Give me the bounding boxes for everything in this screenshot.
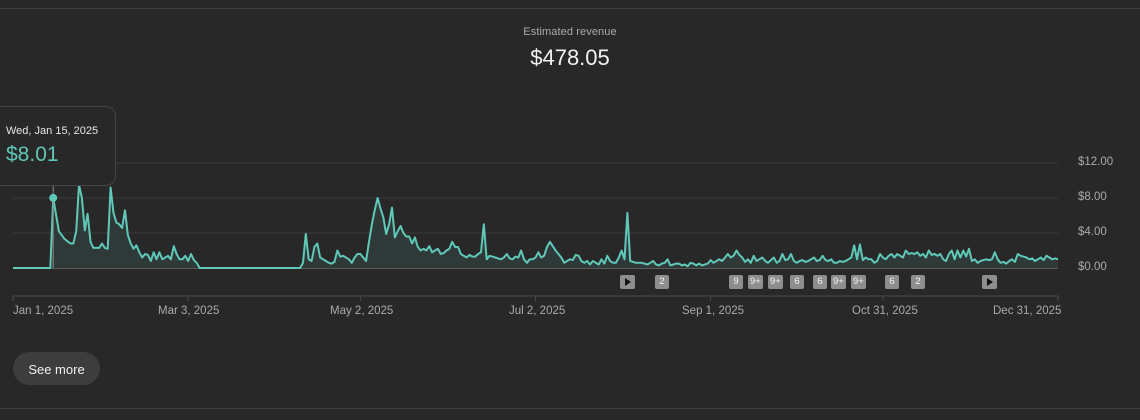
y-tick-label: $8.00 <box>1078 191 1107 203</box>
video-marker-play-icon[interactable] <box>982 275 997 289</box>
x-tick-label: Oct 31, 2025 <box>852 305 918 317</box>
bottom-divider <box>0 408 1140 409</box>
metric-header: Estimated revenue $478.05 <box>0 26 1140 71</box>
x-tick-label: Jan 1, 2025 <box>13 305 74 317</box>
event-marker[interactable]: 9+ <box>831 275 846 289</box>
event-marker[interactable]: 6 <box>790 275 804 289</box>
y-tick-label: $12.00 <box>1078 156 1114 168</box>
x-tick-label: Dec 31, 2025 <box>993 305 1062 317</box>
x-tick-label: May 2, 2025 <box>330 305 394 317</box>
event-marker[interactable]: 9+ <box>748 275 763 289</box>
tooltip-date: Wed, Jan 15, 2025 <box>6 125 99 137</box>
metric-value: $478.05 <box>530 45 610 70</box>
y-tick-label: $4.00 <box>1078 226 1107 238</box>
chart-area-fill <box>13 184 1058 268</box>
chart-line <box>13 183 1059 269</box>
event-marker[interactable]: 9+ <box>851 275 866 289</box>
event-marker[interactable]: 6 <box>813 275 827 289</box>
event-marker[interactable]: 9 <box>729 275 743 289</box>
event-marker[interactable]: 2 <box>655 275 669 289</box>
hover-point <box>49 193 58 202</box>
chart-tooltip: Wed, Jan 15, 2025 $8.01 <box>0 106 116 186</box>
top-divider <box>0 8 1140 9</box>
tooltip-value: $8.01 <box>6 143 59 166</box>
x-tick-label: Mar 3, 2025 <box>158 305 220 317</box>
chart-gridlines <box>13 162 1058 269</box>
see-more-button[interactable]: See more <box>13 352 100 385</box>
y-tick-label: $0.00 <box>1078 261 1107 273</box>
x-tick-label: Jul 2, 2025 <box>509 305 566 317</box>
event-marker[interactable]: 2 <box>911 275 925 289</box>
metric-label: Estimated revenue <box>523 26 617 38</box>
event-marker[interactable]: 6 <box>885 275 899 289</box>
event-marker[interactable]: 9+ <box>768 275 783 289</box>
x-tick-label: Sep 1, 2025 <box>682 305 745 317</box>
x-axis-ticks <box>12 296 1059 301</box>
video-marker-play-icon[interactable] <box>620 275 635 289</box>
